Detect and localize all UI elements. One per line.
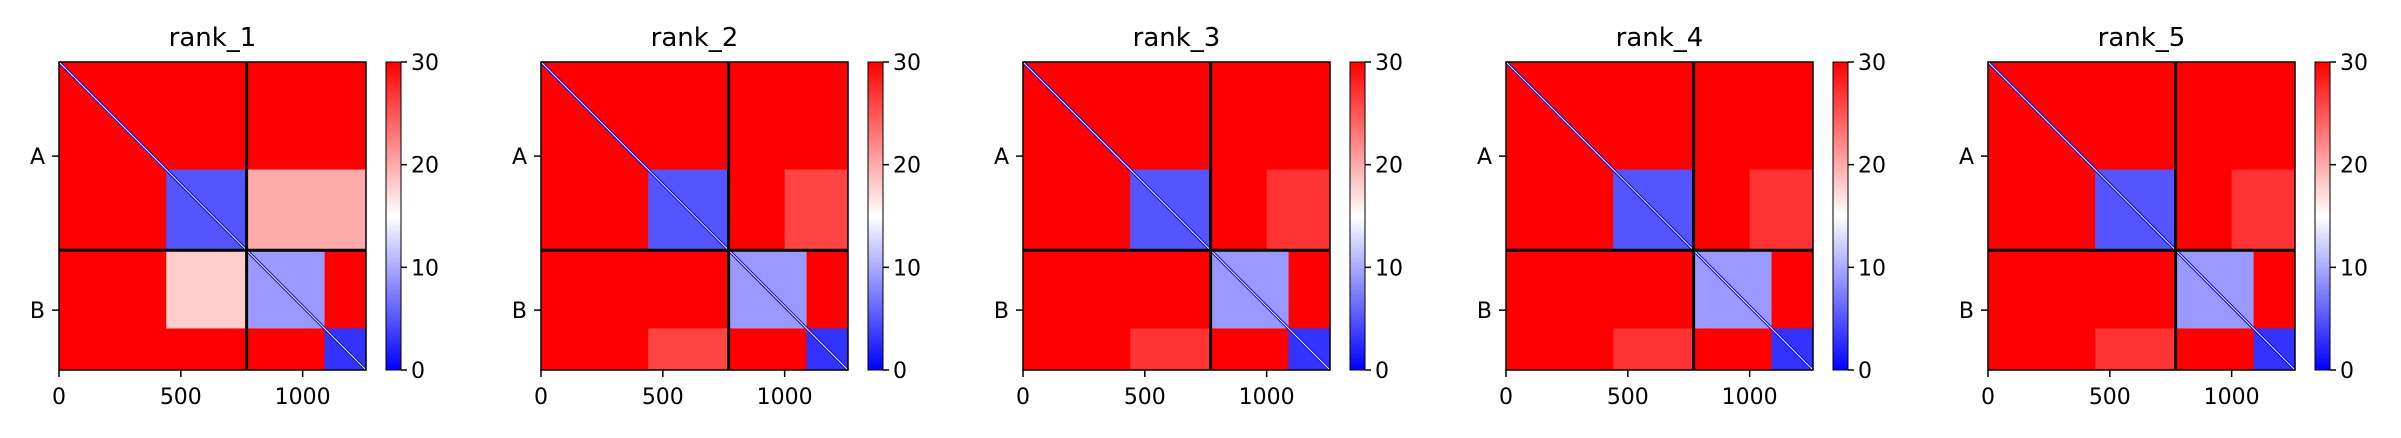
colorbar-tick-label: 0	[1858, 359, 1872, 384]
colorbar-tick-label: 0	[411, 359, 425, 384]
panel-title: rank_2	[651, 23, 739, 53]
plot-frame	[58, 61, 367, 371]
plot-frame	[1987, 61, 2296, 371]
diagonal-highlight	[1505, 61, 1814, 371]
interchain-region-ba	[2095, 328, 2176, 370]
x-tick-label: 500	[160, 385, 202, 410]
interchain-region-ab	[2231, 169, 2295, 251]
panel-title: rank_3	[1133, 23, 1221, 53]
heatmap-panel: rank_1 0 500 1000 A B 0 10 20 30	[30, 23, 439, 410]
plot-frame	[540, 61, 849, 371]
heatmap-panel: rank_2 0 500 1000 A B 0 10 20 30	[512, 23, 921, 410]
chain-label: B	[994, 299, 1009, 324]
x-tick-label: 500	[642, 385, 684, 410]
heatmap-panel: rank_4 0 500 1000 A B 0 10 20 30	[1477, 23, 1886, 410]
panel-title: rank_4	[1616, 23, 1704, 53]
colorbar-tick-label: 0	[893, 359, 907, 384]
x-tick-label: 0	[1016, 385, 1030, 410]
x-tick-label: 1000	[1239, 385, 1295, 410]
chain-label: B	[1959, 299, 1974, 324]
x-tick-label: 0	[534, 385, 548, 410]
colorbar-tick-label: 20	[1375, 154, 1403, 179]
interchain-region-ab	[246, 169, 366, 251]
panel-title: rank_1	[169, 23, 257, 53]
chain-label: A	[994, 145, 1009, 170]
chain-label: A	[1959, 145, 1974, 170]
x-tick-label: 1000	[275, 385, 331, 410]
interchain-region-ba	[1130, 328, 1211, 370]
colorbar-tick-label: 30	[411, 51, 439, 76]
colorbar-tick-label: 10	[2340, 256, 2368, 281]
colorbar-tick-label: 10	[411, 256, 439, 281]
x-tick-label: 0	[52, 385, 66, 410]
colorbar	[1349, 61, 1366, 371]
chain-label: A	[30, 145, 45, 170]
interchain-region-ba	[1613, 328, 1694, 370]
panel-title: rank_5	[2098, 23, 2186, 53]
colorbar-tick-label: 10	[893, 256, 921, 281]
interchain-region-ba	[648, 328, 729, 370]
colorbar-tick-label: 0	[1375, 359, 1389, 384]
colorbar-tick-label: 30	[1375, 51, 1403, 76]
x-tick-label: 500	[2089, 385, 2131, 410]
colorbar	[1832, 61, 1849, 371]
colorbar-tick-label: 20	[1858, 154, 1886, 179]
x-tick-label: 500	[1607, 385, 1649, 410]
x-tick-label: 500	[1124, 385, 1166, 410]
diagonal-highlight	[540, 61, 849, 371]
x-tick-label: 0	[1499, 385, 1513, 410]
chain-label: A	[512, 145, 527, 170]
colorbar	[2314, 61, 2331, 371]
x-tick-label: 1000	[2204, 385, 2260, 410]
interchain-region-ab	[1749, 169, 1813, 251]
colorbar	[385, 61, 402, 371]
colorbar-tick-label: 30	[893, 51, 921, 76]
colorbar-tick-label: 10	[1375, 256, 1403, 281]
colorbar-tick-label: 30	[1858, 51, 1886, 76]
plot-frame	[1022, 61, 1331, 371]
diagonal-highlight	[1987, 61, 2296, 371]
interchain-region-ab	[784, 169, 848, 251]
colorbar-tick-label: 20	[411, 154, 439, 179]
colorbar-tick-label: 10	[1858, 256, 1886, 281]
x-tick-label: 1000	[1722, 385, 1778, 410]
plot-frame	[1505, 61, 1814, 371]
interchain-region-ba	[166, 250, 247, 329]
colorbar-tick-label: 20	[893, 154, 921, 179]
chain-label: B	[1477, 299, 1492, 324]
chain-label: B	[512, 299, 527, 324]
colorbar-tick-label: 20	[2340, 154, 2368, 179]
colorbar	[867, 61, 884, 371]
chain-label: A	[1477, 145, 1492, 170]
diagonal-highlight	[1022, 61, 1331, 371]
diagonal-highlight	[58, 61, 367, 371]
x-tick-label: 1000	[757, 385, 813, 410]
chain-label: B	[30, 299, 45, 324]
colorbar-tick-label: 30	[2340, 51, 2368, 76]
colorbar-tick-label: 0	[2340, 359, 2354, 384]
heatmap-panel: rank_5 0 500 1000 A B 0 10 20 30	[1959, 23, 2368, 410]
interchain-region-ab	[1266, 169, 1330, 251]
x-tick-label: 0	[1981, 385, 1995, 410]
heatmap-panel: rank_3 0 500 1000 A B 0 10 20 30	[994, 23, 1403, 410]
